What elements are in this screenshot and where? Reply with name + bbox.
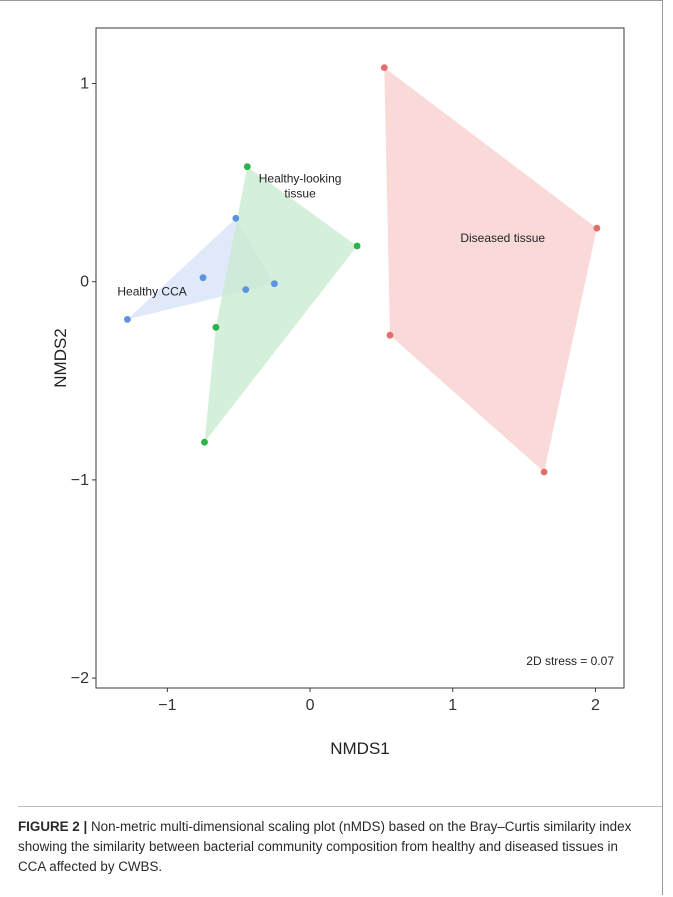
hull-healthy-looking-tissue <box>204 166 358 443</box>
nmds-chart: Healthy CCA Healthy-looking tissue Diseased… <box>51 27 625 758</box>
x-tick-label: −1 <box>158 697 176 714</box>
point-diseased-tissue-2 <box>593 224 601 232</box>
point-healthy-cca-2 <box>199 274 207 282</box>
x-axis-label: NMDS1 <box>330 739 390 758</box>
point-healthy-looking-tissue-2 <box>353 242 361 250</box>
point-healthy-cca-1 <box>124 316 131 323</box>
group-label-line: Healthy CCA <box>117 285 186 299</box>
stress-annotation: 2D stress = 0.07 <box>526 654 614 668</box>
group-label-line: Diseased tissue <box>460 231 545 245</box>
point-healthy-looking-tissue-4 <box>201 438 208 446</box>
y-tick-label: 0 <box>80 274 89 291</box>
x-tick-label: 1 <box>448 697 457 714</box>
point-healthy-cca-5 <box>271 280 278 288</box>
point-healthy-looking-tissue-1 <box>243 163 251 171</box>
group-label-healthy-looking-tissue: Healthy-looking tissue <box>259 172 342 201</box>
caption-text: Non-metric multi-dimensional scaling plo… <box>18 819 632 874</box>
caption-separator <box>18 806 662 807</box>
caption-separator-bar: | <box>83 819 88 834</box>
point-diseased-tissue-1 <box>380 64 388 71</box>
point-healthy-looking-tissue-3 <box>212 323 220 331</box>
x-tick-label: 0 <box>306 697 315 714</box>
caption-label: FIGURE 2 <box>18 819 80 834</box>
y-tick-label: −2 <box>71 670 89 687</box>
y-tick-label: 1 <box>80 75 89 92</box>
y-tick-label: −1 <box>71 472 89 489</box>
y-axis-label: NMDS2 <box>51 328 70 388</box>
point-diseased-tissue-4 <box>540 468 548 476</box>
group-label-healthy-cca: Healthy CCA <box>117 285 186 299</box>
group-label-line: Healthy-looking <box>259 172 342 186</box>
figure-caption: FIGURE 2 | Non-metric multi-dimensional … <box>18 817 648 877</box>
point-diseased-tissue-3 <box>386 331 394 339</box>
x-tick-label: 2 <box>591 697 600 714</box>
group-label-diseased-tissue: Diseased tissue <box>460 231 545 245</box>
point-healthy-cca-4 <box>242 286 250 293</box>
group-label-line: tissue <box>284 187 316 201</box>
point-healthy-cca-3 <box>232 214 240 222</box>
hull-diseased-tissue <box>384 67 597 472</box>
